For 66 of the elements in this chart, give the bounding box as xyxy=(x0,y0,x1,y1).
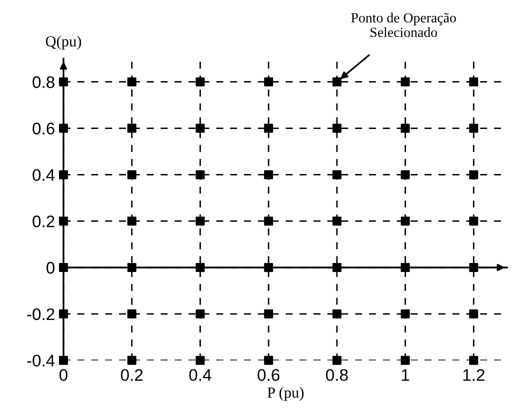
point xyxy=(58,77,68,86)
point xyxy=(196,216,205,226)
point xyxy=(264,263,274,272)
point xyxy=(332,356,342,365)
x-tick-label: 0.8 xyxy=(326,369,348,381)
point xyxy=(469,356,478,365)
annotation: Ponto de Operação Selecionado xyxy=(351,12,456,38)
x-axis-title: P (pu) xyxy=(268,386,304,401)
x-tick-label: 0.6 xyxy=(258,369,280,381)
y-tick-label: 0 xyxy=(46,262,54,274)
point xyxy=(196,263,205,272)
point xyxy=(264,216,274,226)
point xyxy=(264,170,274,180)
point xyxy=(400,356,410,365)
point xyxy=(264,356,274,365)
point xyxy=(469,77,478,86)
x-tick-label: 1.2 xyxy=(463,369,484,381)
point xyxy=(127,309,136,318)
point xyxy=(264,309,274,318)
point xyxy=(469,309,478,318)
point xyxy=(127,216,136,226)
point xyxy=(196,170,205,180)
point xyxy=(127,263,136,272)
y-tick-label: 0.2 xyxy=(32,216,54,228)
point xyxy=(127,124,136,133)
y-tick-label: 0.4 xyxy=(32,169,55,181)
point xyxy=(400,124,410,133)
point xyxy=(400,263,410,272)
point xyxy=(127,356,136,365)
point xyxy=(469,170,478,180)
point xyxy=(196,124,205,133)
point xyxy=(264,77,274,86)
point xyxy=(127,170,136,180)
point xyxy=(332,263,342,272)
point xyxy=(400,170,410,180)
point xyxy=(400,216,410,226)
y-tick-label: 0.6 xyxy=(32,122,54,134)
y-tick-label: -0.2 xyxy=(27,308,54,320)
point xyxy=(332,124,342,133)
point xyxy=(469,263,478,272)
point xyxy=(58,124,68,133)
point xyxy=(58,309,68,318)
point xyxy=(400,77,410,86)
point xyxy=(196,356,205,365)
point xyxy=(332,170,342,180)
point xyxy=(400,309,410,318)
point xyxy=(58,263,68,272)
x-tick-label: 0.4 xyxy=(189,369,212,381)
x-tick-label: 0.2 xyxy=(120,369,143,381)
x-tick-label: 0 xyxy=(59,369,68,381)
point xyxy=(58,356,68,365)
point xyxy=(127,77,136,86)
y-tick-label: -0.4 xyxy=(27,354,55,367)
point xyxy=(332,309,342,318)
point xyxy=(332,77,342,86)
y-axis-title: Q(pu) xyxy=(46,36,82,50)
point xyxy=(264,124,274,133)
y-tick-label: 0.8 xyxy=(32,76,54,88)
point xyxy=(58,216,68,226)
point xyxy=(469,124,478,133)
point xyxy=(196,77,205,86)
point xyxy=(332,216,342,226)
point xyxy=(58,170,68,180)
point xyxy=(196,309,205,318)
x-tick-label: 1 xyxy=(402,369,410,381)
point xyxy=(469,216,478,226)
